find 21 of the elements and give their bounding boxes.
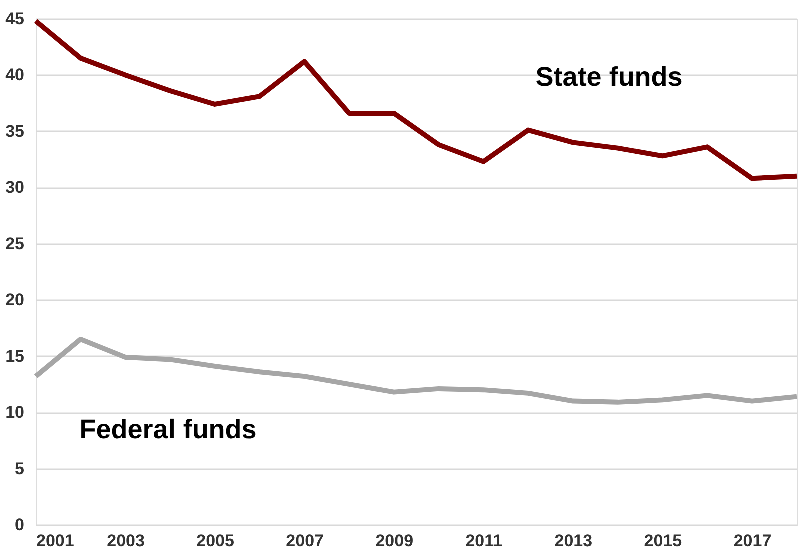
y-tick-label: 30 [6, 178, 24, 198]
series-label: State funds [536, 62, 683, 92]
y-tick-label: 15 [6, 346, 24, 366]
x-tick-label: 2017 [734, 532, 772, 550]
y-tick-label: 25 [6, 234, 24, 254]
y-tick-label: 35 [6, 122, 24, 141]
x-tick-label: 2011 [466, 532, 503, 550]
y-tick-label: 20 [6, 290, 24, 310]
y-tick-label: 0 [15, 516, 24, 534]
x-tick-label: 2001 [36, 532, 74, 550]
x-tick-label: 2013 [554, 532, 593, 550]
x-tick-label: 2009 [376, 532, 414, 550]
y-tick-label: 10 [6, 403, 24, 422]
series-label: Federal funds [80, 414, 257, 445]
y-tick-label: 45 [6, 10, 24, 28]
y-tick-label: 5 [15, 459, 24, 478]
x-tick-label: 2003 [107, 532, 145, 550]
x-tick-label: 2007 [286, 532, 324, 550]
y-tick-label: 40 [6, 66, 24, 85]
x-tick-label: 2005 [196, 532, 234, 550]
x-tick-label: 2015 [644, 532, 682, 550]
